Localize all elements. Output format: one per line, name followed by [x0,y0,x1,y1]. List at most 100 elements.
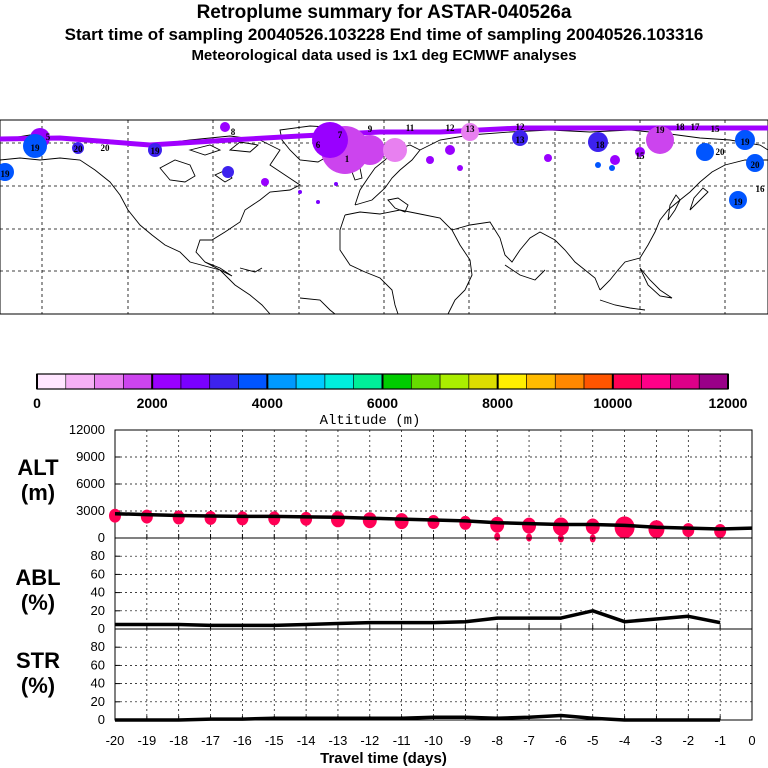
plume-cluster [23,134,47,158]
colorbar-swatch [267,373,297,390]
cluster-label: 15 [711,124,721,134]
plume-cluster [355,135,385,165]
y-tick-label: 9000 [76,449,105,464]
y-tick-label: 40 [91,676,105,691]
alt-marker [552,517,569,536]
alt-marker [490,516,505,533]
colorbar-swatch [612,373,642,390]
alt-marker [714,524,727,538]
x-axis-label: Travel time (days) [320,750,447,767]
x-tick-label: 0 [748,733,755,748]
colorbar-swatch [641,373,671,390]
colorbar-swatch [468,373,498,390]
x-tick-label: -14 [297,733,316,748]
x-tick-label: -20 [106,733,125,748]
colorbar-swatch [94,373,124,390]
colorbar-swatch [382,373,412,390]
x-tick-label: -1 [714,733,726,748]
cluster-label: 16 [756,184,766,194]
plume-cluster [298,190,302,194]
y-tick-label: 3000 [76,503,105,518]
x-tick-label: -2 [683,733,695,748]
colorbar-swatch [497,373,527,390]
x-tick-label: -9 [460,733,472,748]
panel-alt: 12000 9000 6000 3000 0 ALT(m) [17,422,753,545]
y-tick-label: 80 [91,548,105,563]
colorbar-tick-label: 8000 [482,395,513,411]
colorbar-swatch [151,373,182,390]
cluster-label: 9 [368,124,373,134]
cluster-label: 19 [656,125,666,135]
alt-markers [109,508,727,543]
y-tick-label: 60 [91,566,105,581]
y-tick-label: 12000 [69,422,105,437]
plume-cluster [735,130,755,150]
panel-unit: (%) [21,673,55,698]
chart-title: Retroplume summary for ASTAR-040526a [196,2,572,23]
cluster-label: 7 [338,130,343,140]
alt-marker [427,515,440,529]
colorbar-swatch [36,373,67,390]
colorbar-swatch [583,373,614,390]
cluster-label: 18 [596,140,606,150]
plume-cluster [609,165,615,171]
plume-cluster [72,142,84,154]
plume-cluster [0,163,14,181]
cluster-label: 20 [101,143,111,153]
plume-markers [0,122,768,209]
plume-cluster [261,178,269,186]
x-tick-label: -12 [360,733,379,748]
alt-marker [172,510,185,525]
alt-marker [236,511,249,526]
cluster-label: 15 [636,151,646,161]
cluster-label: 11 [406,123,415,133]
plume-cluster [445,145,455,155]
plume-cluster [222,166,234,178]
series-line-abl [115,609,721,628]
colorbar-swatch [526,373,556,390]
alt-marker [494,532,501,541]
alt-marker [682,523,695,538]
x-tick-label: -5 [587,733,599,748]
colorbar-swatch [238,373,268,390]
y-tick-label: 60 [91,657,105,672]
cluster-label: 12 [516,122,526,132]
cluster-label: 19 [1,169,11,179]
altitude-colorbar: 0 2000 4000 6000 8000 10000 12000 [33,373,748,411]
alt-marker [330,511,345,528]
plume-cluster [696,143,714,161]
plume-cluster [746,154,764,172]
plume-cluster [544,154,552,162]
cluster-label: 20 [716,147,726,157]
colorbar-swatch [180,373,211,390]
sampling-times: Start time of sampling 20040526.103228 E… [64,25,704,44]
series-line-str [115,713,721,722]
alt-marker [300,511,313,526]
x-tick-label: -13 [329,733,348,748]
colorbar-swatch [295,373,326,390]
plume-cluster [312,122,348,158]
colorbar-swatch [698,373,729,390]
cluster-label: 5 [46,132,51,142]
cluster-label: 12 [446,123,456,133]
plume-cluster [588,132,608,152]
plume-cluster [610,155,620,165]
x-tick-label: -15 [265,733,284,748]
y-tick-label: 0 [98,530,105,545]
x-tick-label: -19 [137,733,156,748]
colorbar-tick-label: 12000 [709,395,748,411]
x-tick-label: -6 [555,733,567,748]
y-tick-label: 40 [91,585,105,600]
x-tick-label: -8 [491,733,503,748]
y-tick-label: 80 [91,639,105,654]
series-line-alt [114,511,753,531]
met-data-note: Meteorological data used is 1x1 deg ECMW… [191,47,577,64]
plume-cluster [635,147,645,157]
alt-marker [109,508,121,523]
y-tick-label: 20 [91,694,105,709]
cluster-label: 19 [741,137,751,147]
